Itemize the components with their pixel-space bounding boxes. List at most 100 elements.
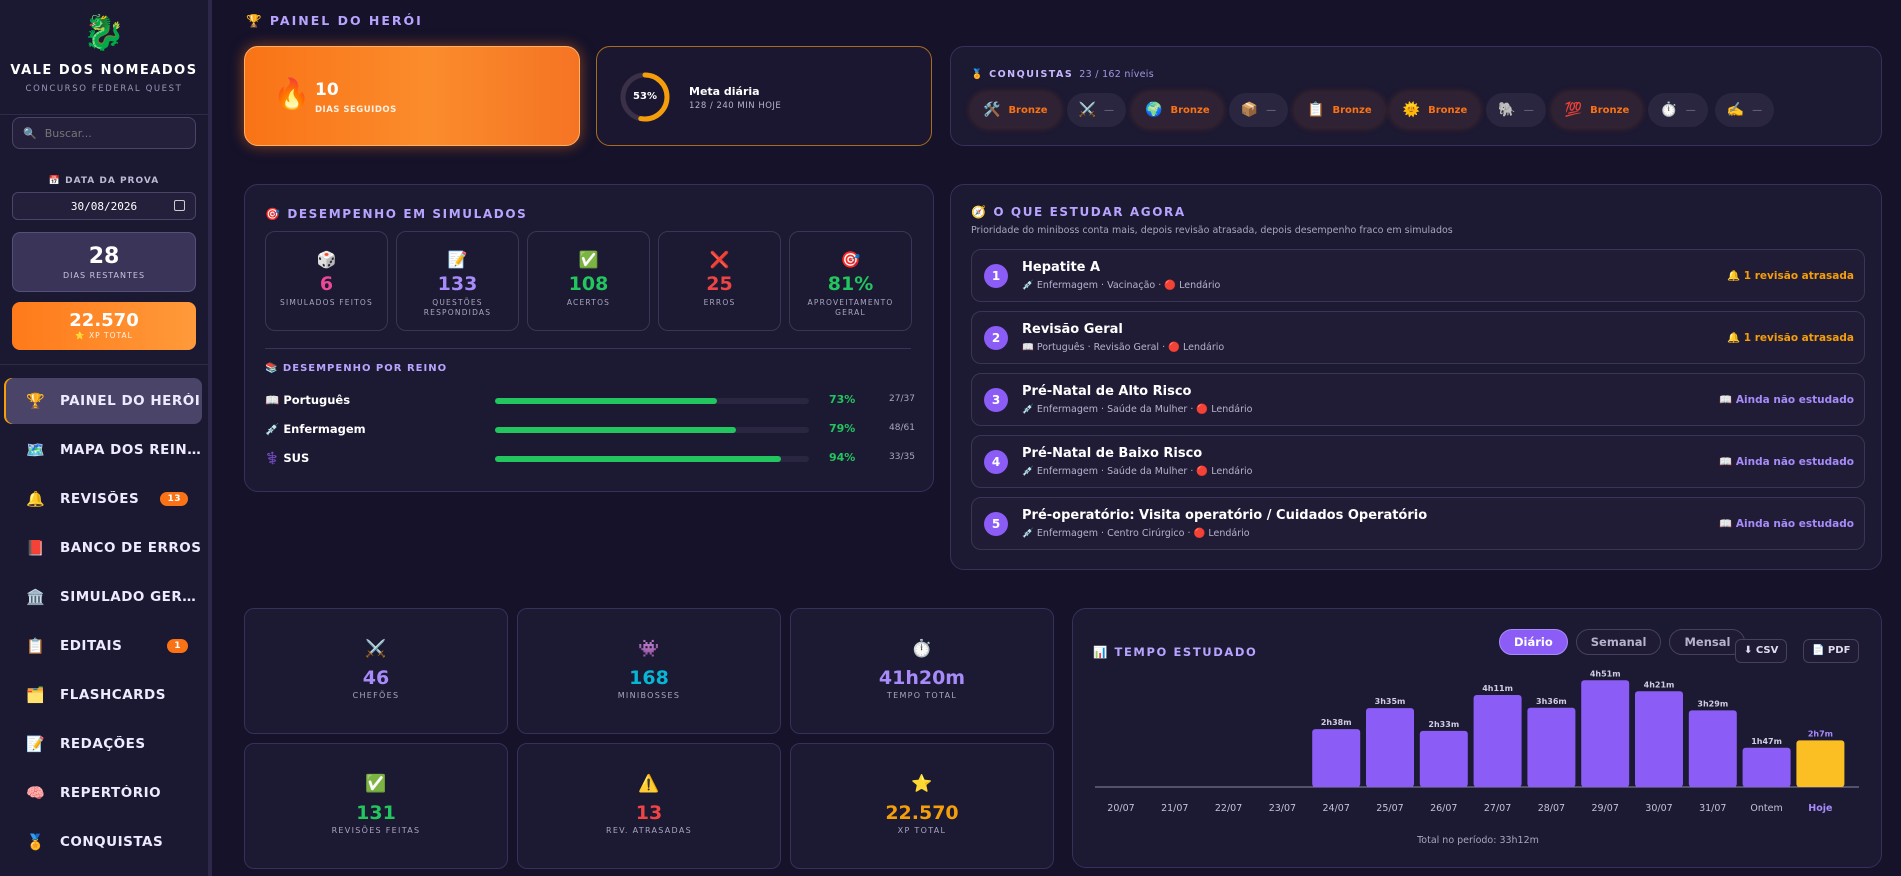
tab-diário[interactable]: Diário [1499, 629, 1568, 655]
study-time-chart: 20/07 21/07 22/07 23/07 2h38m 24/07 3h35m 25/07… [1095, 669, 1859, 814]
bar-Ontem[interactable] [1742, 747, 1791, 787]
achievement-badge[interactable]: ⏱️ — [1648, 93, 1708, 127]
study-task[interactable]: 1 Hepatite A 💉 Enfermagem · Vacinação · 🔴 … [971, 249, 1865, 302]
badge-icon: ✍️ [1726, 102, 1745, 118]
study-task[interactable]: 4 Pré-Natal de Baixo Risco 💉 Enfermagem · … [971, 435, 1865, 488]
badge-label: — [1266, 104, 1277, 116]
bar-25/07[interactable] [1366, 708, 1414, 787]
x-tick-label: 25/07 [1376, 803, 1403, 814]
x-tick-label: 22/07 [1215, 803, 1242, 814]
bar-30/07[interactable] [1635, 691, 1683, 787]
nav-label: SIMULADO GERAL [60, 589, 202, 605]
summary-label: REV. ATRASADAS [605, 826, 693, 835]
study-task[interactable]: 2 Revisão Geral 📖 Português · Revisão Gera… [971, 311, 1865, 364]
nav-label: REDAÇÕES [60, 736, 146, 752]
summary-icon: ⚔️ [365, 639, 387, 659]
search-input[interactable] [44, 126, 185, 140]
badge-icon: ⏱️ [1660, 102, 1678, 118]
task-rank: 1 [984, 264, 1008, 288]
badge-label: — [1104, 104, 1115, 116]
summary-value: 13 [635, 802, 663, 824]
summary-value: 46 [362, 667, 390, 689]
realm-name: ⚕️ SUS [265, 451, 309, 465]
achievement-badge[interactable]: 🛠️ Bronze [971, 93, 1060, 127]
bar-27/07[interactable] [1473, 694, 1522, 787]
achievement-badge[interactable]: 🐘 — [1486, 93, 1546, 127]
realm-progress-fill [495, 456, 782, 462]
nav-icon: 📋 [26, 637, 46, 655]
exam-date-value: 30/08/2026 [70, 199, 138, 213]
search-box[interactable]: 🔍 [12, 117, 196, 149]
bar-31/07[interactable] [1688, 710, 1737, 787]
study-time-card: 📊 TEMPO ESTUDADO Diário Semanal Mensal ⬇ C… [1072, 608, 1882, 868]
performance-stat: ✅ 108 ACERTOS [527, 231, 650, 331]
nav-item-revisões[interactable]: 🔔 REVISÕES 13 [6, 476, 202, 522]
dragon-logo-icon: 🐉 [82, 13, 126, 53]
summary-value: 131 [356, 802, 396, 824]
exam-date-input[interactable]: 30/08/2026 [12, 192, 196, 220]
study-task[interactable]: 3 Pré-Natal de Alto Risco 💉 Enfermagem · S… [971, 373, 1865, 426]
achievements-title: 🏅 CONQUISTAS [971, 69, 1074, 80]
realm-progress-bar [495, 427, 809, 433]
nav-count-badge: 13 [160, 492, 188, 506]
bar-24/07[interactable] [1312, 729, 1361, 787]
achievement-badge[interactable]: ✍️ — [1714, 93, 1775, 127]
nav-item-repertório[interactable]: 🧠 REPERTÓRIO [6, 770, 202, 816]
realm-title: 📚 DESEMPENHO POR REINO [265, 363, 448, 374]
bar-29/07[interactable] [1581, 680, 1630, 787]
goal-subtitle: 128 / 240 MIN HOJE [689, 101, 782, 111]
nav-item-flashcards[interactable]: 🗂️ FLASHCARDS [6, 672, 202, 718]
tab-semanal[interactable]: Semanal [1575, 629, 1662, 655]
realm-name: 📖 Português [265, 393, 350, 407]
badge-label: — [1685, 104, 1696, 116]
bar-Hoje[interactable] [1796, 740, 1845, 787]
nav-item-redações[interactable]: 📝 REDAÇÕES [6, 721, 202, 767]
bar-value-label: 2h38m [1321, 718, 1352, 727]
badge-icon: 🛠️ [983, 102, 1001, 118]
realm-row: ⚕️ SUS 94% 33/35 [265, 449, 915, 467]
streak-value: 10 [315, 80, 339, 100]
study-task[interactable]: 5 Pré-operatório: Visita operatório / Cui… [971, 497, 1865, 550]
task-rank: 3 [984, 388, 1008, 412]
nav-item-painel[interactable]: 🏆 PAINEL DO HERÓI [6, 378, 202, 424]
bar-28/07[interactable] [1527, 707, 1576, 787]
summary-icon: ⚠️ [638, 774, 660, 794]
pdf-export-button[interactable]: 📄 PDF [1803, 639, 1860, 663]
stat-label: APROVEITAMENTO GERAL [807, 298, 894, 317]
summary-stat: ✅ 131 REVISÕES FEITAS [244, 743, 508, 869]
nav-icon: 🗺️ [26, 441, 46, 459]
achievement-badge[interactable]: ⚔️ — [1066, 93, 1127, 127]
badge-icon: 🌍 [1145, 102, 1163, 118]
page-title: 🏆 PAINEL DO HERÓI [246, 13, 423, 28]
x-tick-label: 30/07 [1645, 803, 1672, 814]
nav-item-editais[interactable]: 📋 EDITAIS 1 [6, 623, 202, 669]
stat-label: ERROS [703, 298, 736, 307]
stat-value: 25 [706, 273, 733, 295]
calendar-icon[interactable] [174, 200, 185, 211]
nav-label: EDITAIS [60, 638, 123, 654]
nav-label: MAPA DOS REINOS [60, 442, 202, 458]
period-tabs: Diário Semanal Mensal [1499, 629, 1746, 655]
realm-name: 💉 Enfermagem [265, 422, 366, 436]
task-status: 📖 Ainda não estudado [1719, 518, 1854, 530]
nav-item-simulado[interactable]: 🏛️ SIMULADO GERAL [6, 574, 202, 620]
nav-item-banco[interactable]: 📕 BANCO DE ERROS [6, 525, 202, 571]
sidebar: 🐉 VALE DOS NOMEADOS CONCURSO FEDERAL QUE… [0, 0, 212, 876]
achievement-badge[interactable]: 📦 — [1228, 93, 1289, 127]
nav-item-conquistas[interactable]: 🏅 CONQUISTAS [6, 819, 202, 865]
bar-26/07[interactable] [1419, 730, 1468, 787]
search-icon: 🔍 [23, 126, 37, 140]
performance-stat: 🎯 81% APROVEITAMENTO GERAL [789, 231, 912, 331]
tab-mensal[interactable]: Mensal [1669, 629, 1746, 655]
summary-icon: 👾 [638, 639, 660, 659]
realm-percent: 94% [829, 451, 856, 464]
achievement-badge[interactable]: 🌍 Bronze [1133, 93, 1222, 127]
achievement-badge[interactable]: 💯 Bronze [1552, 93, 1642, 127]
x-tick-label: 29/07 [1592, 803, 1619, 814]
achievement-badge[interactable]: 📋 Bronze [1295, 93, 1384, 127]
csv-export-button[interactable]: ⬇ CSV [1735, 639, 1788, 663]
goal-percent: 53% [633, 91, 657, 102]
nav-item-mapa[interactable]: 🗺️ MAPA DOS REINOS [6, 427, 202, 473]
realm-row: 📖 Português 73% 27/37 [265, 391, 915, 409]
achievement-badge[interactable]: 🌞 Bronze [1390, 93, 1480, 127]
